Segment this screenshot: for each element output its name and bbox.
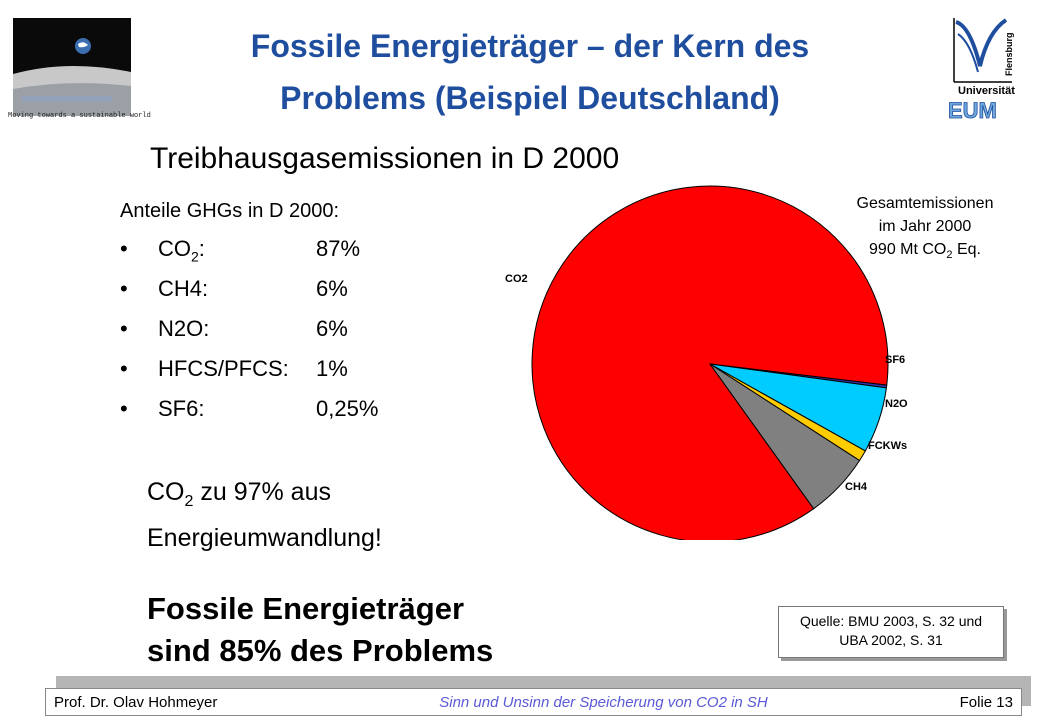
fossil-conclusion: Fossile Energieträger sind 85% des Probl… (147, 588, 493, 672)
co2-note-line2: Energieumwandlung! (147, 524, 382, 552)
pie-label-n2o: N2O (885, 398, 908, 410)
bullet-name-suffix: : (198, 236, 205, 261)
source-line2: UBA 2002, S. 31 (839, 632, 943, 648)
slide-title-line2: Problems (Beispiel Deutschland) (280, 80, 780, 116)
uni-logo-text: Universität (958, 85, 1015, 97)
pie-label-ch4: CH4 (845, 481, 868, 493)
bullet-value: 87% (316, 236, 361, 261)
university-logo: Universität Flensburg EUM (940, 14, 1018, 124)
bullet-dot: • (120, 356, 128, 381)
bullet-item: • CO2: 87% (120, 236, 360, 264)
bullet-item: • CH4: 6% (120, 276, 348, 302)
pie-label-fckws: FCKWs (868, 440, 907, 452)
logo-caption: Moving towards a sustainable world (8, 112, 151, 120)
uni-logo-city: Flensburg (1004, 32, 1014, 76)
bullet-item: • SF6: 0,25% (120, 396, 378, 422)
bullet-name: N2O: (158, 316, 210, 341)
fossil-line1: Fossile Energieträger (147, 591, 465, 626)
total-emissions-line1: Gesamtemissionen (856, 195, 994, 212)
slide-title-line1: Fossile Energieträger – der Kern des (250, 28, 810, 64)
bullet-value: 0,25% (316, 396, 379, 421)
co2-note-sub: 2 (184, 493, 194, 510)
pie-slice-ch4 (709, 363, 861, 510)
bullet-dot: • (120, 276, 128, 301)
bullet-item: • N2O: 6% (120, 316, 348, 342)
bullet-name: HFCS/PFCS: (158, 356, 289, 381)
bullet-value: 6% (316, 316, 348, 341)
bullet-name: CH4: (158, 276, 209, 301)
bullet-dot: • (120, 236, 128, 261)
bullet-name-sub: 2 (191, 248, 199, 265)
bullet-value: 6% (316, 276, 348, 301)
total-emissions-suffix: Eq. (952, 241, 981, 258)
total-emissions-line2: im Jahr 2000 (878, 218, 972, 235)
co2-note-prefix: CO (147, 478, 185, 506)
pie-label-co2: CO2 (505, 273, 528, 285)
total-emissions-note: Gesamtemissionen im Jahr 2000 990 Mt CO2… (820, 192, 1030, 267)
co2-energy-note: CO2 zu 97% aus Energieumwandlung! (147, 474, 382, 556)
source-line1: Quelle: BMU 2003, S. 32 und (799, 613, 983, 629)
earthrise-logo (8, 14, 143, 132)
bullet-name: SF6: (158, 396, 205, 421)
co2-note-rest: zu 97% aus (193, 478, 331, 506)
footer-author: Prof. Dr. Olav Hohmeyer (54, 693, 218, 711)
footer-talk-title: Sinn und Unsinn der Speicherung von CO2 … (439, 693, 768, 711)
source-box: Quelle: BMU 2003, S. 32 und UBA 2002, S.… (778, 606, 1004, 658)
section-heading: Treibhausgasemissionen in D 2000 (150, 142, 620, 175)
bullet-dot: • (120, 316, 128, 341)
anteile-heading: Anteile GHGs in D 2000: (120, 200, 339, 222)
ghg-pie-chart: CO2 SF6 N2O FCKWs CH4 (500, 180, 920, 543)
footer-page-number: Folie 13 (959, 693, 1013, 711)
fossil-line2: sind 85% des Problems (147, 633, 494, 668)
bullet-name: CO (158, 236, 191, 261)
eum-badge: EUM (948, 98, 997, 123)
footer: Prof. Dr. Olav Hohmeyer Sinn und Unsinn … (45, 688, 1022, 716)
total-emissions-line3: 990 Mt CO (869, 241, 947, 258)
total-emissions-sub: 2 (946, 249, 953, 262)
bullet-dot: • (120, 396, 128, 421)
bullet-item: • HFCS/PFCS: 1% (120, 356, 348, 382)
pie-label-sf6: SF6 (885, 354, 905, 366)
bullet-value: 1% (316, 356, 348, 381)
pie-slice-co2 (531, 185, 889, 543)
